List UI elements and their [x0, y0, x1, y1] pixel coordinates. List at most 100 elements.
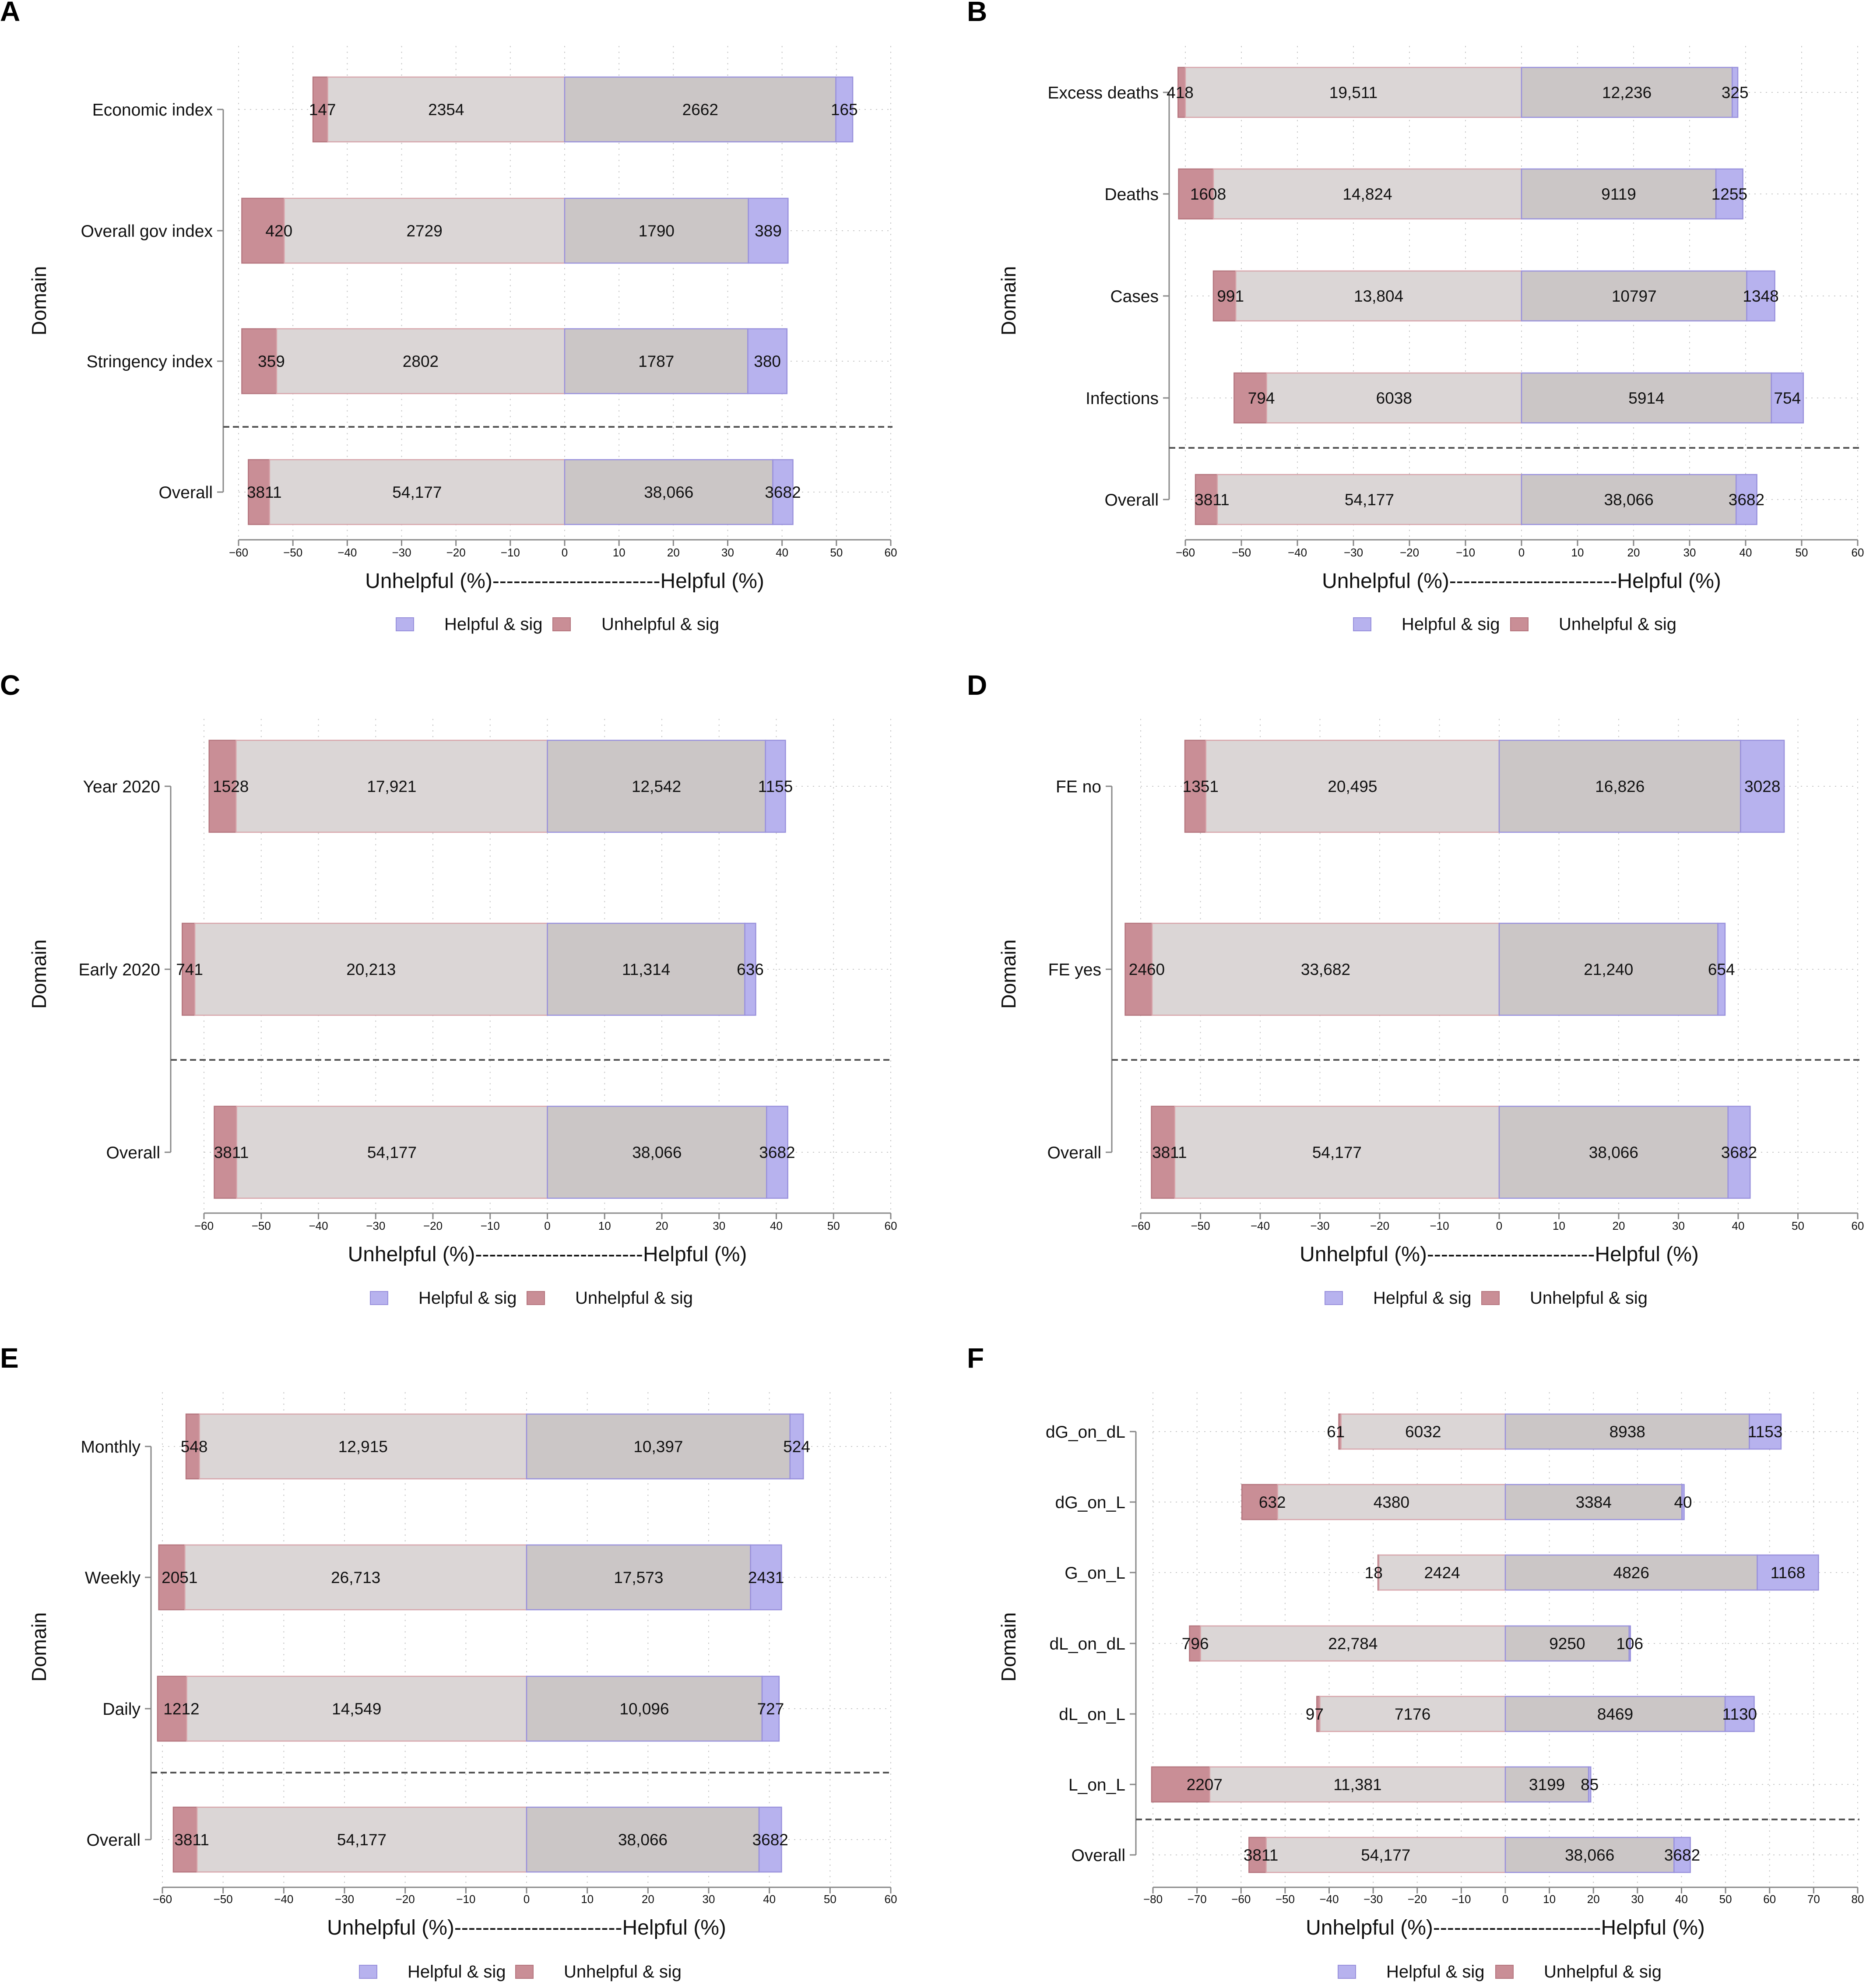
data-label: 20,213	[346, 961, 396, 978]
data-label: 14,824	[1342, 185, 1392, 203]
data-label: 1787	[638, 352, 674, 370]
data-label: 3682	[1721, 1144, 1757, 1161]
data-label: 20,495	[1328, 778, 1377, 795]
legend-label-helpful-sig: Helpful & sig	[444, 615, 543, 634]
x-tick-label: 20	[1587, 1893, 1600, 1906]
category-label: Excess deaths	[1047, 84, 1159, 102]
data-label: 3028	[1744, 778, 1780, 795]
x-tick-label: 40	[776, 546, 788, 559]
data-label: 9250	[1549, 1635, 1585, 1653]
x-tick-label: 50	[827, 1219, 840, 1232]
bar-unhelpful-sig	[158, 1544, 186, 1611]
bar-helpful-sig	[835, 76, 854, 143]
data-label: 165	[831, 101, 858, 119]
data-label: 359	[258, 352, 285, 370]
x-tick-label: −10	[456, 1893, 475, 1906]
x-axis-title: Unhelpful (%)------------------------Hel…	[1306, 1916, 1705, 1939]
data-label: 1153	[1748, 1423, 1783, 1441]
legend-label-unhelpful-sig: Unhelpful & sig	[1530, 1288, 1648, 1308]
x-tick-label: 10	[1571, 546, 1584, 559]
bar-helpful-sig	[1749, 1413, 1782, 1450]
bar-unhelpful-sig	[241, 197, 285, 264]
x-tick-label: 20	[1627, 546, 1640, 559]
y-axis-title: Domain	[28, 939, 50, 1009]
category-label: FE yes	[1048, 961, 1101, 979]
x-tick-label: 20	[642, 1893, 654, 1906]
x-tick-label: 10	[613, 546, 626, 559]
x-tick-label: −50	[1191, 1219, 1210, 1232]
x-tick-label: 30	[1631, 1893, 1644, 1906]
x-tick-label: 40	[1675, 1893, 1688, 1906]
panel-letter: F	[967, 1342, 984, 1374]
bar-helpful-sig	[1715, 168, 1743, 220]
y-axis-title: Domain	[28, 1612, 50, 1682]
y-axis-title: Domain	[28, 266, 50, 336]
bar-helpful-ns	[1504, 1696, 1726, 1732]
x-tick-label: 60	[885, 1893, 897, 1906]
bar-helpful-ns	[1504, 1554, 1758, 1591]
bar-unhelpful-ns	[1184, 67, 1522, 118]
data-label: 11,314	[622, 961, 670, 978]
data-label: 636	[737, 961, 764, 978]
legend-label-unhelpful-sig: Unhelpful & sig	[564, 1962, 682, 1981]
bar-unhelpful-ns	[1265, 1837, 1506, 1873]
category-label: Stringency index	[87, 352, 213, 371]
x-tick-label: −10	[501, 546, 520, 559]
data-label: 1155	[758, 778, 793, 795]
category-label: Overall	[1047, 1144, 1101, 1162]
panel-a: A Economic index Overall gov index Stringen…	[0, 0, 897, 634]
bar-helpful-ns	[526, 1544, 751, 1611]
data-label: 38,066	[1604, 491, 1654, 509]
data-label: 3811	[1195, 491, 1230, 509]
x-tick-label: −60	[1231, 1893, 1251, 1906]
x-tick-label: 70	[1807, 1893, 1820, 1906]
x-tick-label: 60	[885, 546, 897, 559]
legend-label-helpful-sig: Helpful & sig	[1402, 615, 1500, 634]
bar-helpful-ns	[1521, 67, 1733, 118]
legend: Helpful & sig Unhelpful & sig	[359, 1962, 682, 1981]
data-label: 3811	[1152, 1144, 1187, 1161]
data-label: 38,066	[1589, 1144, 1638, 1161]
x-tick-label: 0	[562, 546, 568, 559]
x-tick-label: −60	[194, 1219, 214, 1232]
x-tick-label: 10	[598, 1219, 611, 1232]
x-tick-label: −10	[1451, 1893, 1471, 1906]
bar-unhelpful-ns	[284, 197, 566, 264]
category-label: dG_on_L	[1055, 1493, 1125, 1512]
bar-helpful-sig	[747, 328, 788, 394]
data-label: 54,177	[367, 1144, 417, 1161]
data-label: 794	[1248, 389, 1275, 407]
bar-unhelpful-sig	[1184, 739, 1207, 833]
bar-helpful-sig	[1732, 67, 1739, 118]
legend-swatch-unhelpful-sig	[552, 617, 571, 631]
y-axis-title: Domain	[997, 266, 1020, 336]
x-tick-label: −30	[1363, 1893, 1383, 1906]
data-label: 2431	[748, 1569, 784, 1587]
x-axis-title: Unhelpful (%)------------------------Hel…	[348, 1243, 747, 1266]
x-tick-label: 60	[885, 1219, 897, 1232]
legend-label-unhelpful-sig: Unhelpful & sig	[1544, 1962, 1662, 1981]
x-tick-label: −50	[1276, 1893, 1295, 1906]
data-label: 741	[176, 961, 203, 978]
data-label: 17,921	[367, 778, 416, 795]
data-label: 418	[1167, 84, 1194, 102]
data-label: 1168	[1771, 1564, 1806, 1582]
data-label: 38,066	[618, 1831, 668, 1849]
data-label: 54,177	[337, 1831, 387, 1849]
data-label: 1528	[213, 778, 249, 795]
x-tick-label: 10	[1553, 1219, 1565, 1232]
data-label: 85	[1581, 1776, 1599, 1794]
data-label: 17,573	[614, 1569, 663, 1587]
x-tick-label: −50	[252, 1219, 271, 1232]
data-label: 2424	[1424, 1564, 1460, 1582]
x-tick-label: 0	[524, 1893, 530, 1906]
data-label: 1351	[1183, 778, 1219, 795]
x-tick-label: 30	[1683, 546, 1696, 559]
bar-unhelpful-sig	[1195, 474, 1218, 525]
category-label: Deaths	[1104, 185, 1159, 204]
x-tick-label: 30	[703, 1893, 715, 1906]
data-label: 796	[1182, 1635, 1209, 1653]
panel-c: C Year 2020 Early 2020 Overall Domain 1528 17,…	[0, 669, 897, 1308]
bar-helpful-ns	[1504, 1837, 1675, 1873]
data-label: 2051	[162, 1569, 197, 1587]
